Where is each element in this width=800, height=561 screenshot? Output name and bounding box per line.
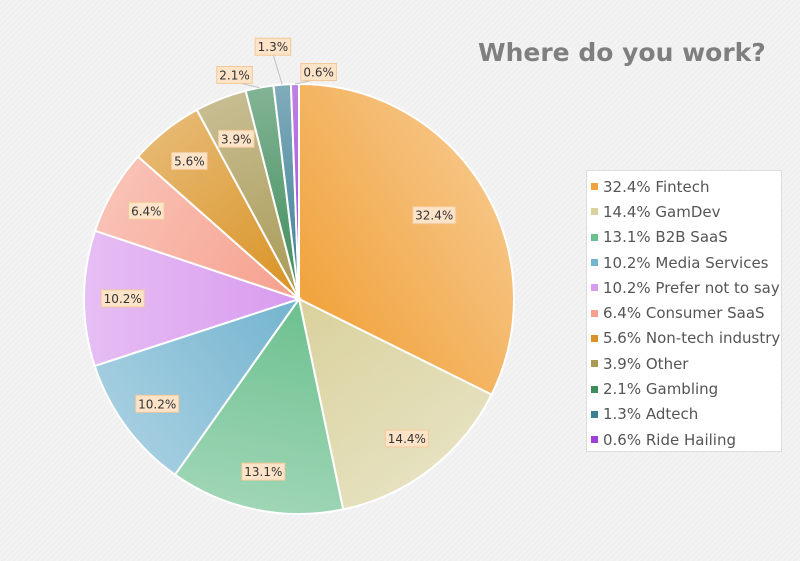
- data-label-box: [128, 201, 165, 220]
- legend-swatch: [591, 309, 598, 317]
- pie-slice-gamdev: [297, 297, 493, 511]
- legend-swatch: [591, 385, 598, 393]
- data-label-box: [135, 394, 180, 413]
- data-label: 0.6%: [303, 66, 334, 80]
- pie-slice-media-services: [93, 297, 302, 477]
- data-label-box: [241, 462, 286, 481]
- legend-label: 1.3% Adtech: [603, 405, 699, 424]
- data-label: 10.2%: [138, 397, 176, 411]
- legend-swatch: [591, 259, 598, 267]
- legend-label: 0.6% Ride Hailing: [603, 430, 736, 449]
- data-label: 13.1%: [244, 465, 282, 479]
- legend: 32.4% Fintech 14.4% GamDev 13.1% B2B Saa…: [586, 170, 782, 452]
- legend-label: 6.4% Consumer SaaS: [603, 304, 765, 323]
- legend-swatch: [591, 360, 598, 368]
- data-label: 1.3%: [258, 40, 289, 54]
- chart-title: Where do you work?: [478, 38, 766, 67]
- legend-item: 6.4% Consumer SaaS: [591, 300, 781, 325]
- data-label: 2.1%: [219, 68, 250, 82]
- data-label-box: [254, 37, 292, 56]
- legend-label: 3.9% Other: [603, 354, 689, 373]
- legend-item: 2.1% Gambling: [591, 376, 781, 401]
- legend-item: 13.1% B2B SaaS: [591, 225, 781, 250]
- pie-slice-prefer-not-to-say: [83, 229, 303, 368]
- data-label: 14.4%: [388, 432, 426, 446]
- leader-line: [272, 53, 283, 85]
- legend-swatch: [591, 183, 598, 191]
- legend-label: 10.2% Media Services: [603, 253, 769, 272]
- legend-label: 5.6% Non-tech industry: [603, 329, 781, 348]
- data-label: 6.4%: [131, 204, 162, 218]
- data-label-box: [218, 129, 255, 148]
- data-label: 10.2%: [104, 292, 142, 306]
- data-label: 3.9%: [221, 132, 252, 146]
- legend-item: 1.3% Adtech: [591, 402, 781, 427]
- legend-label: 13.1% B2B SaaS: [603, 228, 728, 247]
- legend-item: 5.6% Non-tech industry: [591, 326, 781, 351]
- data-label: 5.6%: [174, 154, 205, 168]
- legend-item: 10.2% Media Services: [591, 250, 781, 275]
- legend-swatch: [591, 334, 598, 342]
- legend-item: 0.6% Ride Hailing: [591, 427, 781, 452]
- legend-label: 10.2% Prefer not to say: [603, 278, 780, 297]
- data-label-box: [100, 289, 145, 308]
- pie-slice-fintech: [298, 82, 515, 396]
- data-label-box: [300, 63, 337, 82]
- legend-item: 10.2% Prefer not to say: [591, 275, 781, 300]
- pie-slice-b2b-saas: [173, 296, 345, 515]
- legend-label: 32.4% Fintech: [603, 177, 710, 196]
- data-label: 32.4%: [415, 209, 453, 223]
- legend-swatch: [591, 436, 598, 444]
- legend-swatch: [591, 208, 598, 216]
- data-label-box: [384, 429, 429, 448]
- legend-label: 14.4% GamDev: [603, 202, 721, 221]
- legend-item: 32.4% Fintech: [591, 174, 781, 199]
- legend-label: 2.1% Gambling: [603, 380, 719, 399]
- legend-item: 3.9% Other: [591, 351, 781, 376]
- legend-item: 14.4% GamDev: [591, 199, 781, 224]
- legend-swatch: [591, 284, 598, 292]
- legend-swatch: [591, 410, 598, 418]
- data-label-box: [216, 65, 253, 84]
- data-label-box: [171, 151, 208, 170]
- legend-swatch: [591, 233, 598, 241]
- data-label-box: [412, 206, 457, 225]
